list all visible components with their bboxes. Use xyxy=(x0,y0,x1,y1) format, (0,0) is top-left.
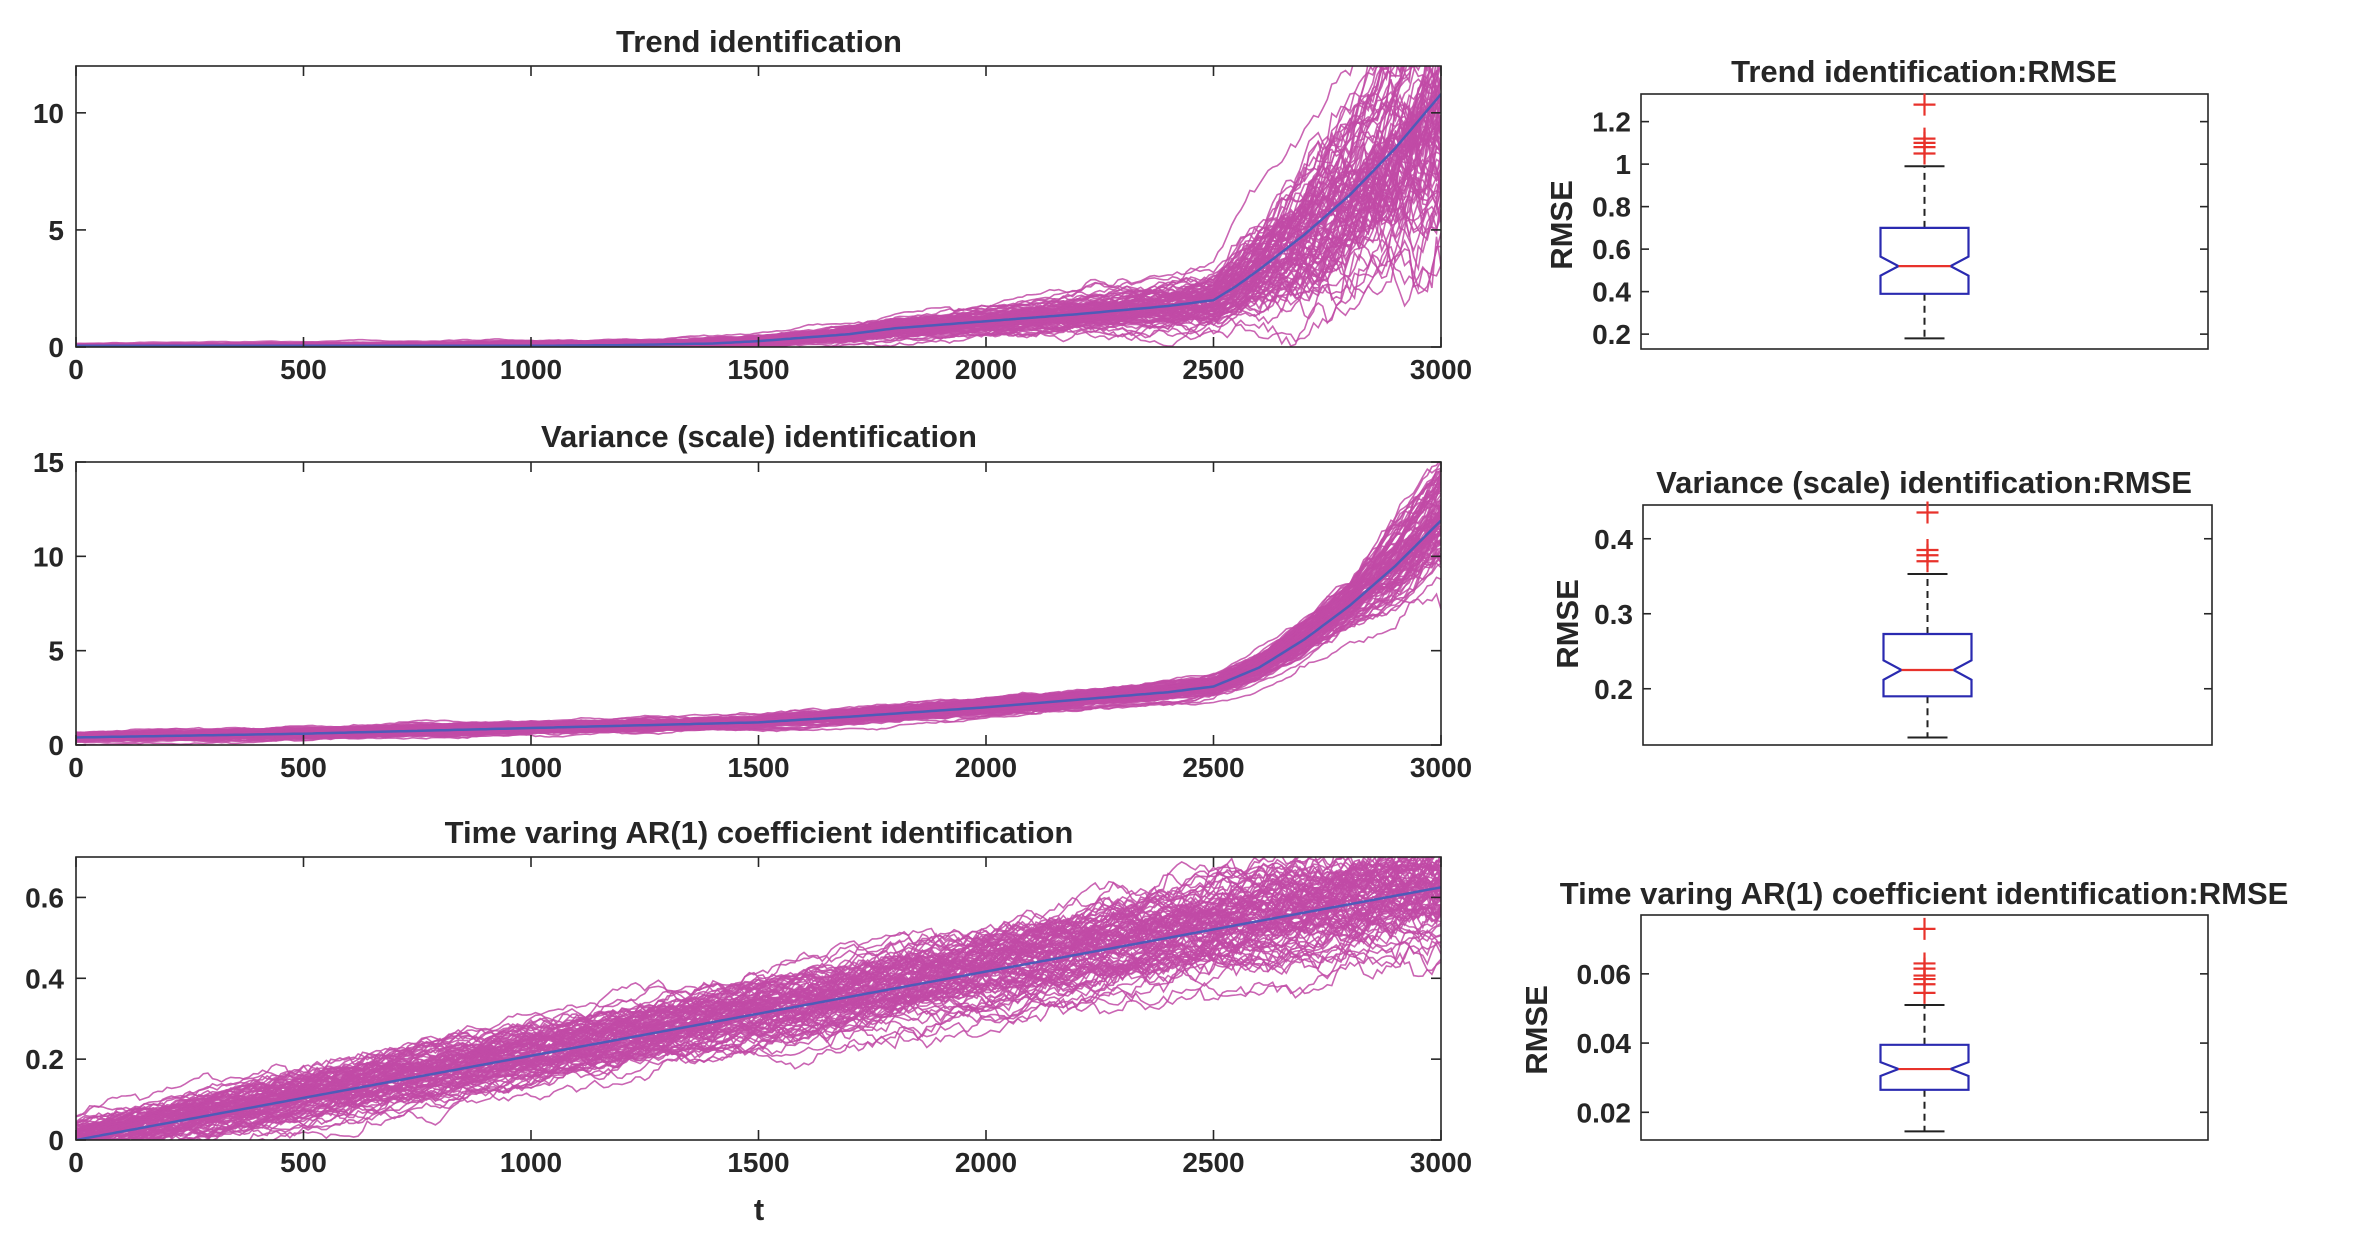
y-tick-label: 0.2 xyxy=(25,1044,64,1075)
x-tick-label: 2000 xyxy=(955,354,1017,385)
y-tick-label: 0.2 xyxy=(1592,319,1631,350)
x-axis-label: t xyxy=(754,1192,764,1227)
x-tick-label: 0 xyxy=(68,752,84,783)
ar1-line-panel: Time varing AR(1) coefficient identifica… xyxy=(25,815,1472,1227)
notched-box xyxy=(1879,226,1970,295)
y-tick-label: 0.6 xyxy=(1592,234,1631,265)
y-tick-label: 0.4 xyxy=(1592,277,1631,308)
variance-line-panel: Variance (scale) identification 0 500 1000… xyxy=(33,419,1472,783)
ensemble-lines xyxy=(76,857,1441,1140)
estimate-line xyxy=(186,933,1441,1140)
trend-rmse-panel: Trend identification:RMSE RMSE 0.2 0.4 0.6… xyxy=(1544,54,2209,350)
x-tick-label: 2500 xyxy=(1182,752,1244,783)
estimate-line xyxy=(799,239,1441,347)
variance-rmse-ylabel: RMSE xyxy=(1550,579,1585,669)
trend-rmse-ylabel: RMSE xyxy=(1544,180,1579,270)
x-tick-label: 1500 xyxy=(727,752,789,783)
ar1-title: Time varing AR(1) coefficient identifica… xyxy=(445,815,1074,850)
y-tick-label: 0 xyxy=(48,332,64,363)
trend-title: Trend identification xyxy=(616,24,902,59)
estimate-line xyxy=(76,857,1436,1126)
outlier-marker xyxy=(1916,539,1939,561)
outlier-marker xyxy=(1913,93,1936,116)
estimate-line xyxy=(76,857,1441,1132)
y-tick-label: 0.4 xyxy=(1594,524,1633,555)
x-tick-label: 1500 xyxy=(727,354,789,385)
estimate-line xyxy=(179,945,1441,1140)
x-tick-label: 1000 xyxy=(500,752,562,783)
x-tick-label: 3000 xyxy=(1410,354,1472,385)
ar1-rmse-title: Time varing AR(1) coefficient identifica… xyxy=(1560,876,2289,911)
y-tick-label: 0.2 xyxy=(1594,674,1633,705)
y-tick-label: 0.4 xyxy=(25,963,64,994)
estimate-line xyxy=(150,887,1441,1140)
y-tick-label: 0.3 xyxy=(1594,599,1633,630)
y-tick-label: 0.06 xyxy=(1577,959,1632,990)
x-tick-label: 3000 xyxy=(1410,1147,1472,1178)
x-tick-label: 0 xyxy=(68,1147,84,1178)
y-tick-label: 0.8 xyxy=(1592,192,1631,223)
y-tick-label: 10 xyxy=(33,98,64,129)
notched-box xyxy=(1882,632,1973,698)
estimate-line xyxy=(82,875,1441,1140)
variance-title: Variance (scale) identification xyxy=(541,419,977,454)
estimate-line xyxy=(76,877,1441,1139)
plot-area xyxy=(76,462,1441,745)
x-tick-label: 2500 xyxy=(1182,354,1244,385)
y-tick-label: 0 xyxy=(48,730,64,761)
variance-rmse-title: Variance (scale) identification:RMSE xyxy=(1656,465,2192,500)
ar1-rmse-panel: Time varing AR(1) coefficient identifica… xyxy=(1519,876,2289,1141)
variance-rmse-panel: Variance (scale) identification:RMSE RMS… xyxy=(1550,465,2213,746)
y-tick-label: 1.2 xyxy=(1592,107,1631,138)
y-tick-label: 5 xyxy=(48,636,64,667)
x-tick-label: 1000 xyxy=(500,1147,562,1178)
x-tick-label: 1000 xyxy=(500,354,562,385)
true-line xyxy=(76,886,1441,1140)
outlier-marker xyxy=(1913,917,1936,940)
y-tick-label: 1 xyxy=(1615,149,1631,180)
y-tick-label: 0.04 xyxy=(1577,1028,1632,1059)
y-tick-label: 5 xyxy=(48,215,64,246)
x-tick-label: 1500 xyxy=(727,1147,789,1178)
x-tick-label: 2000 xyxy=(955,1147,1017,1178)
estimate-line xyxy=(76,857,1401,1118)
true-line xyxy=(76,519,1441,739)
outlier-marker xyxy=(1916,501,1939,524)
y-tick-label: 15 xyxy=(33,447,64,478)
outlier-marker xyxy=(1913,952,1936,975)
x-tick-label: 2000 xyxy=(955,752,1017,783)
x-tick-label: 3000 xyxy=(1410,752,1472,783)
ar1-rmse-ylabel: RMSE xyxy=(1519,985,1554,1075)
trend-rmse-title: Trend identification:RMSE xyxy=(1731,54,2117,89)
x-tick-label: 2500 xyxy=(1182,1147,1244,1178)
y-tick-label: 0.02 xyxy=(1577,1097,1632,1128)
y-tick-label: 0 xyxy=(48,1125,64,1156)
outlier-marker xyxy=(1913,127,1936,150)
x-tick-label: 500 xyxy=(280,1147,327,1178)
x-tick-label: 500 xyxy=(280,354,327,385)
estimate-line xyxy=(76,859,1441,1131)
y-tick-label: 10 xyxy=(33,541,64,572)
estimate-line xyxy=(76,857,1441,1134)
y-tick-label: 0.6 xyxy=(25,882,64,913)
x-tick-label: 500 xyxy=(280,752,327,783)
trend-line-panel: Trend identification 0 500 1000 1500 2000 250… xyxy=(33,24,1472,385)
notched-box xyxy=(1879,1043,1970,1091)
x-tick-label: 0 xyxy=(68,354,84,385)
estimate-line xyxy=(125,898,1441,1140)
